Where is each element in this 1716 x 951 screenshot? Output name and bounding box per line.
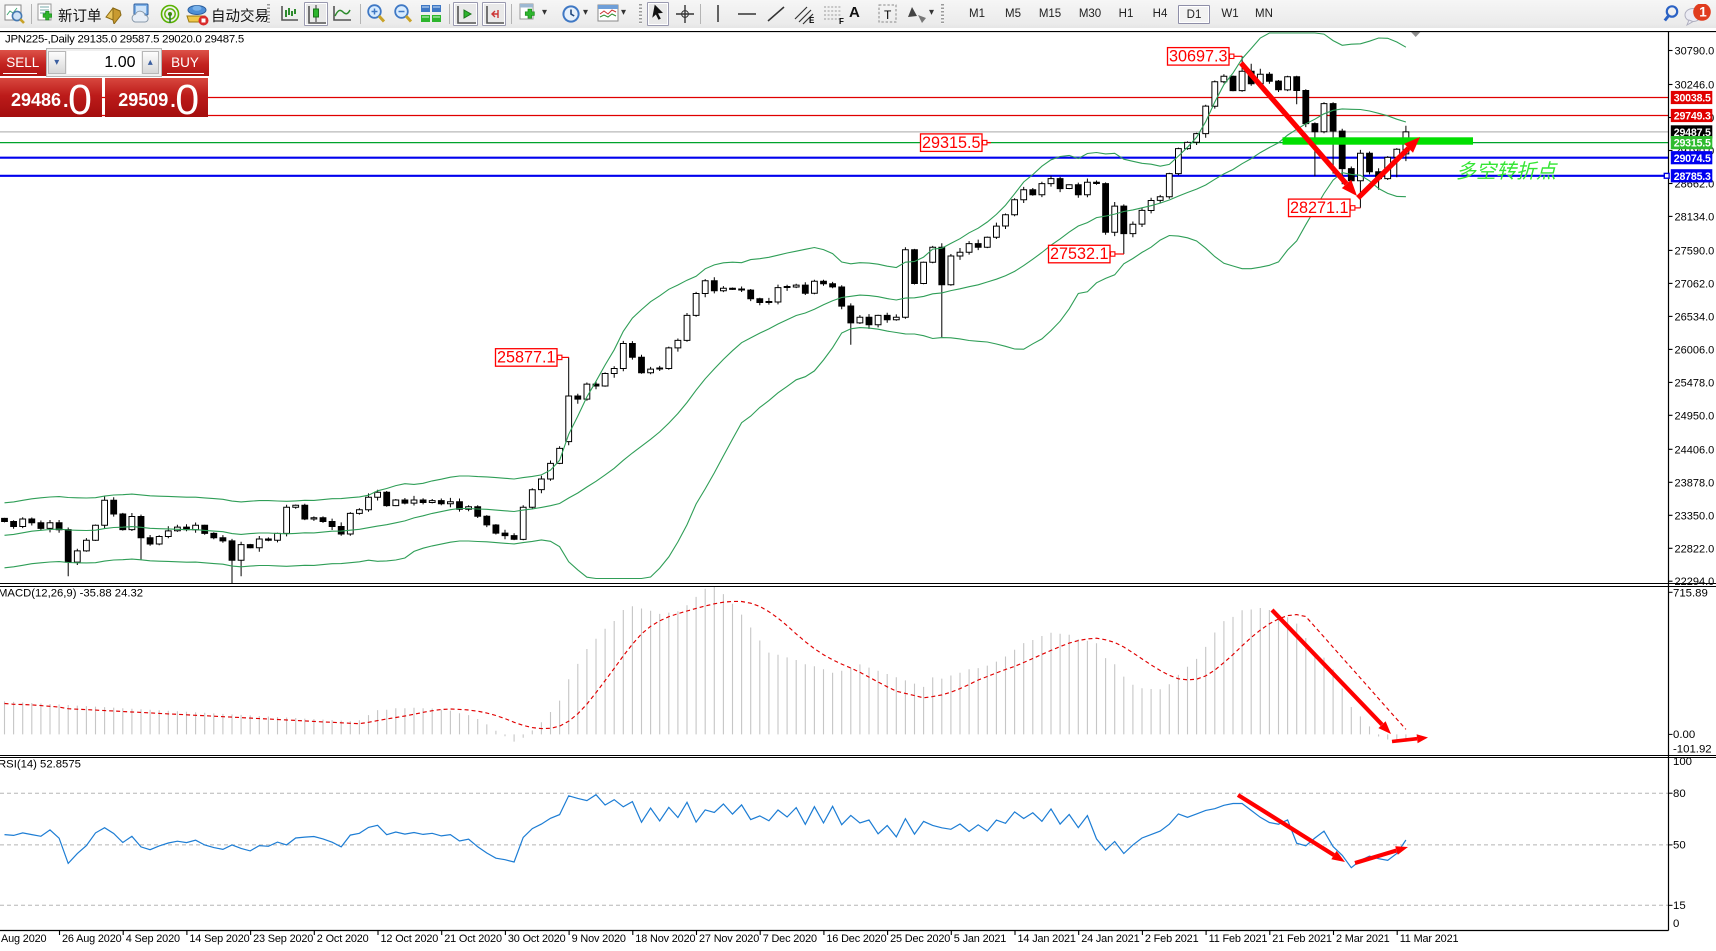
svg-text:2 Oct 2020: 2 Oct 2020 — [317, 933, 369, 945]
svg-text:28134.0: 28134.0 — [1675, 211, 1715, 223]
svg-text:24 Jan 2021: 24 Jan 2021 — [1081, 933, 1139, 945]
svg-text:多空转折点: 多空转折点 — [1456, 161, 1558, 183]
svg-text:MACD(12,26,9) -35.88 24.32: MACD(12,26,9) -35.88 24.32 — [0, 588, 143, 600]
svg-text:30790.0: 30790.0 — [1675, 46, 1715, 58]
svg-text:-101.92: -101.92 — [1673, 743, 1712, 755]
svg-text:100: 100 — [1673, 756, 1692, 768]
svg-text:RSI(14) 52.8575: RSI(14) 52.8575 — [0, 759, 81, 771]
svg-text:30697.3: 30697.3 — [1169, 48, 1228, 66]
svg-text:22822.0: 22822.0 — [1675, 543, 1715, 555]
svg-text:15: 15 — [1673, 900, 1686, 912]
svg-text:715.89: 715.89 — [1673, 587, 1708, 599]
svg-text:26 Aug 2020: 26 Aug 2020 — [62, 933, 122, 945]
svg-text:25877.1: 25877.1 — [497, 349, 556, 367]
svg-text:29749.3: 29749.3 — [1674, 111, 1711, 123]
svg-text:27062.0: 27062.0 — [1675, 278, 1715, 290]
svg-text:E: E — [809, 16, 815, 25]
svg-text:27 Nov 2020: 27 Nov 2020 — [699, 933, 759, 945]
svg-text:0.00: 0.00 — [1673, 729, 1695, 741]
svg-text:21 Feb 2021: 21 Feb 2021 — [1272, 933, 1332, 945]
svg-text:22294.0: 22294.0 — [1675, 576, 1715, 588]
svg-text:2 Mar 2021: 2 Mar 2021 — [1336, 933, 1390, 945]
svg-text:24406.0: 24406.0 — [1675, 444, 1715, 456]
svg-text:25478.0: 25478.0 — [1675, 377, 1715, 389]
svg-text:T: T — [884, 8, 892, 22]
svg-text:28271.1: 28271.1 — [1290, 199, 1349, 217]
svg-text:14 Sep 2020: 14 Sep 2020 — [189, 933, 249, 945]
svg-text:24950.0: 24950.0 — [1675, 410, 1715, 422]
svg-text:28785.3: 28785.3 — [1674, 171, 1711, 183]
svg-text:23350.0: 23350.0 — [1675, 510, 1715, 522]
svg-text:27532.1: 27532.1 — [1050, 245, 1109, 263]
svg-text:50: 50 — [1673, 840, 1686, 852]
svg-text:11 Feb 2021: 11 Feb 2021 — [1209, 933, 1268, 945]
svg-text:29315.5: 29315.5 — [922, 134, 981, 152]
svg-text:27590.0: 27590.0 — [1675, 245, 1715, 257]
svg-text:7 Dec 2020: 7 Dec 2020 — [763, 933, 817, 945]
svg-text:30246.0: 30246.0 — [1675, 80, 1715, 92]
svg-text:25 Dec 2020: 25 Dec 2020 — [890, 933, 950, 945]
svg-text:2 Feb 2021: 2 Feb 2021 — [1145, 933, 1199, 945]
svg-text:26006.0: 26006.0 — [1675, 344, 1715, 356]
svg-text:30 Oct 2020: 30 Oct 2020 — [508, 933, 566, 945]
svg-text:26534.0: 26534.0 — [1675, 311, 1715, 323]
svg-text:23 Sep 2020: 23 Sep 2020 — [253, 933, 313, 945]
svg-text:F: F — [839, 17, 844, 25]
svg-text:5 Jan 2021: 5 Jan 2021 — [954, 933, 1006, 945]
svg-text:80: 80 — [1673, 788, 1686, 800]
svg-text:0: 0 — [1673, 918, 1679, 930]
svg-text:4 Sep 2020: 4 Sep 2020 — [126, 933, 180, 945]
svg-text:11 Mar 2021: 11 Mar 2021 — [1400, 933, 1459, 945]
svg-text:1: 1 — [1699, 5, 1707, 20]
svg-text:29074.5: 29074.5 — [1674, 153, 1711, 165]
svg-text:30038.5: 30038.5 — [1674, 93, 1711, 105]
svg-text:9 Nov 2020: 9 Nov 2020 — [572, 933, 626, 945]
svg-text:12 Oct 2020: 12 Oct 2020 — [381, 933, 439, 945]
svg-text:29315.5: 29315.5 — [1674, 138, 1711, 150]
svg-text:Aug 2020: Aug 2020 — [1, 933, 47, 945]
svg-text:23878.0: 23878.0 — [1675, 477, 1715, 489]
svg-text:JPN225-,Daily 29135.0 29587.5: JPN225-,Daily 29135.0 29587.5 29020.0 29… — [5, 34, 244, 46]
svg-text:14 Jan 2021: 14 Jan 2021 — [1018, 933, 1076, 945]
svg-text:21 Oct 2020: 21 Oct 2020 — [444, 933, 502, 945]
svg-text:16 Dec 2020: 16 Dec 2020 — [826, 933, 886, 945]
svg-text:18 Nov 2020: 18 Nov 2020 — [635, 933, 695, 945]
